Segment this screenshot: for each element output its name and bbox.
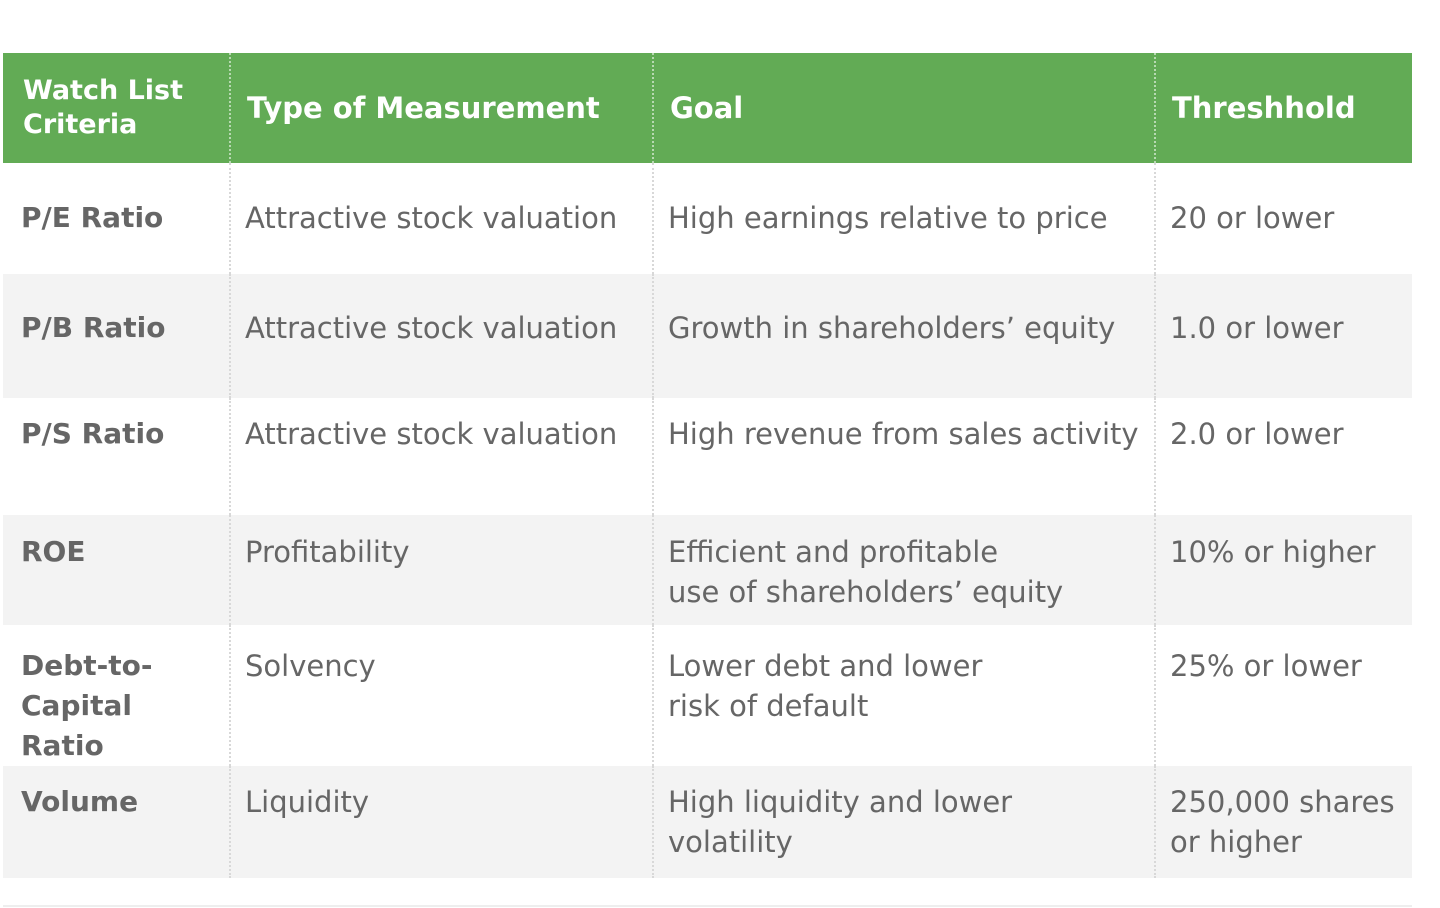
bottom-divider [3, 905, 1412, 907]
threshold-text: 250,000 shares or higher [1170, 785, 1395, 859]
goal-cell: Efficient and profitable use of sharehol… [652, 515, 1155, 625]
criteria-cell: Debt-to-Capital Ratio [3, 625, 230, 766]
criteria-label: P/E Ratio [21, 201, 164, 234]
measurement-cell: Attractive stock valuation [229, 274, 653, 398]
criteria-label: Debt-to-Capital Ratio [21, 649, 153, 762]
measurement-cell: Liquidity [229, 766, 653, 878]
goal-cell: High liquidity and lower volatility [652, 766, 1155, 878]
threshold-text: 20 or lower [1170, 201, 1335, 235]
threshold-cell: 25% or lower [1154, 625, 1412, 766]
goal-text: High revenue from sales activity [668, 417, 1139, 451]
criteria-cell: Volume [3, 766, 230, 878]
goal-cell: High earnings relative to price [652, 163, 1155, 274]
threshold-cell: 250,000 shares or higher [1154, 766, 1412, 878]
goal-text: High earnings relative to price [668, 201, 1108, 235]
criteria-label: ROE [21, 535, 86, 568]
table-row: ROE Profitability Efficient and profitab… [3, 515, 1412, 625]
column-header-goal: Goal [652, 53, 1155, 163]
column-header-criteria: Watch List Criteria [23, 75, 184, 140]
measurement-text: Profitability [245, 535, 410, 569]
threshold-text: 2.0 or lower [1170, 417, 1344, 451]
watch-list-criteria-table: Watch List Criteria Type of Measurement … [3, 53, 1412, 878]
table-row: P/S Ratio Attractive stock valuation Hig… [3, 398, 1412, 515]
threshold-cell: 20 or lower [1154, 163, 1412, 274]
threshold-text: 25% or lower [1170, 649, 1362, 683]
measurement-cell: Profitability [229, 515, 653, 625]
criteria-label: P/B Ratio [21, 311, 166, 344]
criteria-cell: P/S Ratio [3, 398, 230, 515]
threshold-cell: 1.0 or lower [1154, 274, 1412, 398]
column-header-measurement-type: Type of Measurement [229, 53, 653, 163]
criteria-cell: P/E Ratio [3, 163, 230, 274]
table-row: Debt-to-Capital Ratio Solvency Lower deb… [3, 625, 1412, 766]
goal-cell: Growth in shareholders’ equity [652, 274, 1155, 398]
criteria-label: P/S Ratio [21, 417, 165, 450]
measurement-text: Attractive stock valuation [245, 201, 618, 235]
goal-cell: High revenue from sales activity [652, 398, 1155, 515]
threshold-cell: 10% or higher [1154, 515, 1412, 625]
table-row: Volume Liquidity High liquidity and lowe… [3, 766, 1412, 878]
goal-cell: Lower debt and lower risk of default [652, 625, 1155, 766]
criteria-label: Volume [21, 785, 139, 818]
measurement-text: Solvency [245, 649, 376, 683]
threshold-text: 1.0 or lower [1170, 311, 1344, 345]
table-row: P/B Ratio Attractive stock valuation Gro… [3, 274, 1412, 398]
goal-text: Growth in shareholders’ equity [668, 311, 1116, 345]
criteria-cell: ROE [3, 515, 230, 625]
measurement-cell: Attractive stock valuation [229, 398, 653, 515]
table-header-row: Watch List Criteria Type of Measurement … [3, 53, 1412, 163]
measurement-text: Liquidity [245, 785, 370, 819]
measurement-text: Attractive stock valuation [245, 311, 618, 345]
criteria-cell: P/B Ratio [3, 274, 230, 398]
goal-text: Efficient and profitable use of sharehol… [668, 535, 1064, 609]
measurement-cell: Attractive stock valuation [229, 163, 653, 274]
table-row: P/E Ratio Attractive stock valuation Hig… [3, 163, 1412, 274]
goal-text: High liquidity and lower volatility [668, 785, 1013, 859]
measurement-cell: Solvency [229, 625, 653, 766]
measurement-text: Attractive stock valuation [245, 417, 618, 451]
watch-list-table-container: Watch List Criteria Type of Measurement … [3, 53, 1412, 878]
threshold-cell: 2.0 or lower [1154, 398, 1412, 515]
threshold-text: 10% or higher [1170, 535, 1376, 569]
column-header-threshold: Threshhold [1154, 53, 1412, 163]
goal-text: Lower debt and lower risk of default [668, 649, 983, 723]
